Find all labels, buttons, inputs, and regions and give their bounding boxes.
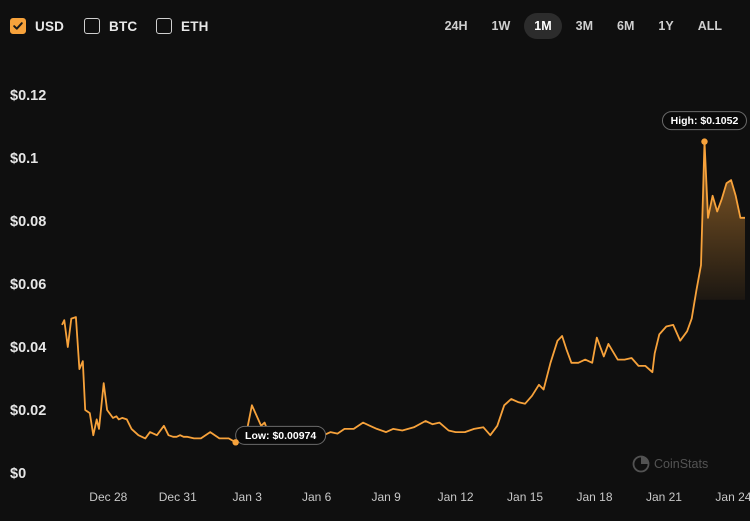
x-tick-label: Jan 6 bbox=[302, 490, 332, 504]
high-callout: High: $0.1052 bbox=[661, 111, 747, 145]
y-tick-label: $0.04 bbox=[10, 340, 46, 356]
y-tick-label: $0.02 bbox=[10, 403, 46, 419]
x-tick-label: Jan 12 bbox=[438, 490, 474, 504]
coinstats-watermark: CoinStats bbox=[632, 455, 708, 473]
watermark-text: CoinStats bbox=[654, 457, 709, 471]
low-callout: Low: $0.00974 bbox=[232, 425, 327, 446]
x-tick-label: Jan 18 bbox=[576, 490, 612, 504]
range-1w-button[interactable]: 1W bbox=[491, 19, 511, 33]
chart-toolbar: USD BTC ETH 24H 1W 1M 3M 6M 1Y ALL bbox=[0, 0, 750, 52]
x-tick-label: Dec 28 bbox=[89, 490, 127, 504]
callout-box bbox=[661, 111, 747, 131]
callout-box bbox=[235, 425, 327, 445]
y-axis: $0 $0.02 $0.04 $0.06 $0.08 $0.1 $0.12 bbox=[10, 88, 46, 482]
checkbox-icon bbox=[10, 18, 26, 34]
plot-area bbox=[61, 140, 745, 444]
range-3m-button[interactable]: 3M bbox=[575, 19, 594, 33]
x-axis: Dec 28 Dec 31 Jan 3 Jan 6 Jan 9 Jan 12 Jan 15 J… bbox=[89, 490, 750, 504]
y-tick-label: $0.06 bbox=[10, 277, 46, 293]
x-tick-label: Jan 3 bbox=[233, 490, 263, 504]
coinstats-logo-icon bbox=[632, 455, 650, 473]
callouts: High: $0.1052 Low: $0.00974 bbox=[232, 111, 747, 446]
price-series-line bbox=[61, 140, 745, 444]
checkbox-icon bbox=[84, 18, 100, 34]
callout-marker bbox=[701, 138, 708, 145]
x-tick-label: Jan 9 bbox=[371, 490, 401, 504]
x-tick-label: Jan 21 bbox=[646, 490, 682, 504]
x-tick-label: Jan 15 bbox=[507, 490, 543, 504]
x-tick-label: Jan 24 bbox=[715, 490, 750, 504]
y-tick-label: $0.1 bbox=[10, 151, 38, 167]
range-24h-button[interactable]: 24H bbox=[444, 19, 468, 33]
y-tick-label: $0.12 bbox=[10, 88, 46, 104]
currency-toggle-eth[interactable]: ETH bbox=[156, 16, 209, 36]
callout-marker bbox=[232, 439, 239, 446]
y-tick-label: $0.08 bbox=[10, 214, 46, 230]
time-range-selector: 24H 1W 1M 3M 6M 1Y ALL bbox=[435, 13, 732, 39]
currency-label: BTC bbox=[109, 18, 138, 34]
callout-label: High: $0.1052 bbox=[671, 115, 739, 127]
currency-toggle-usd[interactable]: USD bbox=[10, 16, 64, 36]
checkbox-icon bbox=[156, 18, 172, 34]
x-tick-label: Dec 31 bbox=[159, 490, 197, 504]
y-tick-label: $0 bbox=[10, 466, 26, 482]
currency-label: USD bbox=[35, 18, 65, 34]
check-icon bbox=[13, 22, 23, 30]
currency-toggle-btc[interactable]: BTC bbox=[84, 16, 137, 36]
currency-label: ETH bbox=[181, 18, 209, 34]
range-1m-button[interactable]: 1M bbox=[524, 13, 562, 39]
range-6m-button[interactable]: 6M bbox=[617, 19, 635, 33]
range-1y-button[interactable]: 1Y bbox=[658, 19, 674, 33]
range-all-button[interactable]: ALL bbox=[697, 19, 722, 33]
price-area-fill bbox=[691, 141, 745, 319]
callout-label: Low: $0.00974 bbox=[245, 430, 316, 442]
